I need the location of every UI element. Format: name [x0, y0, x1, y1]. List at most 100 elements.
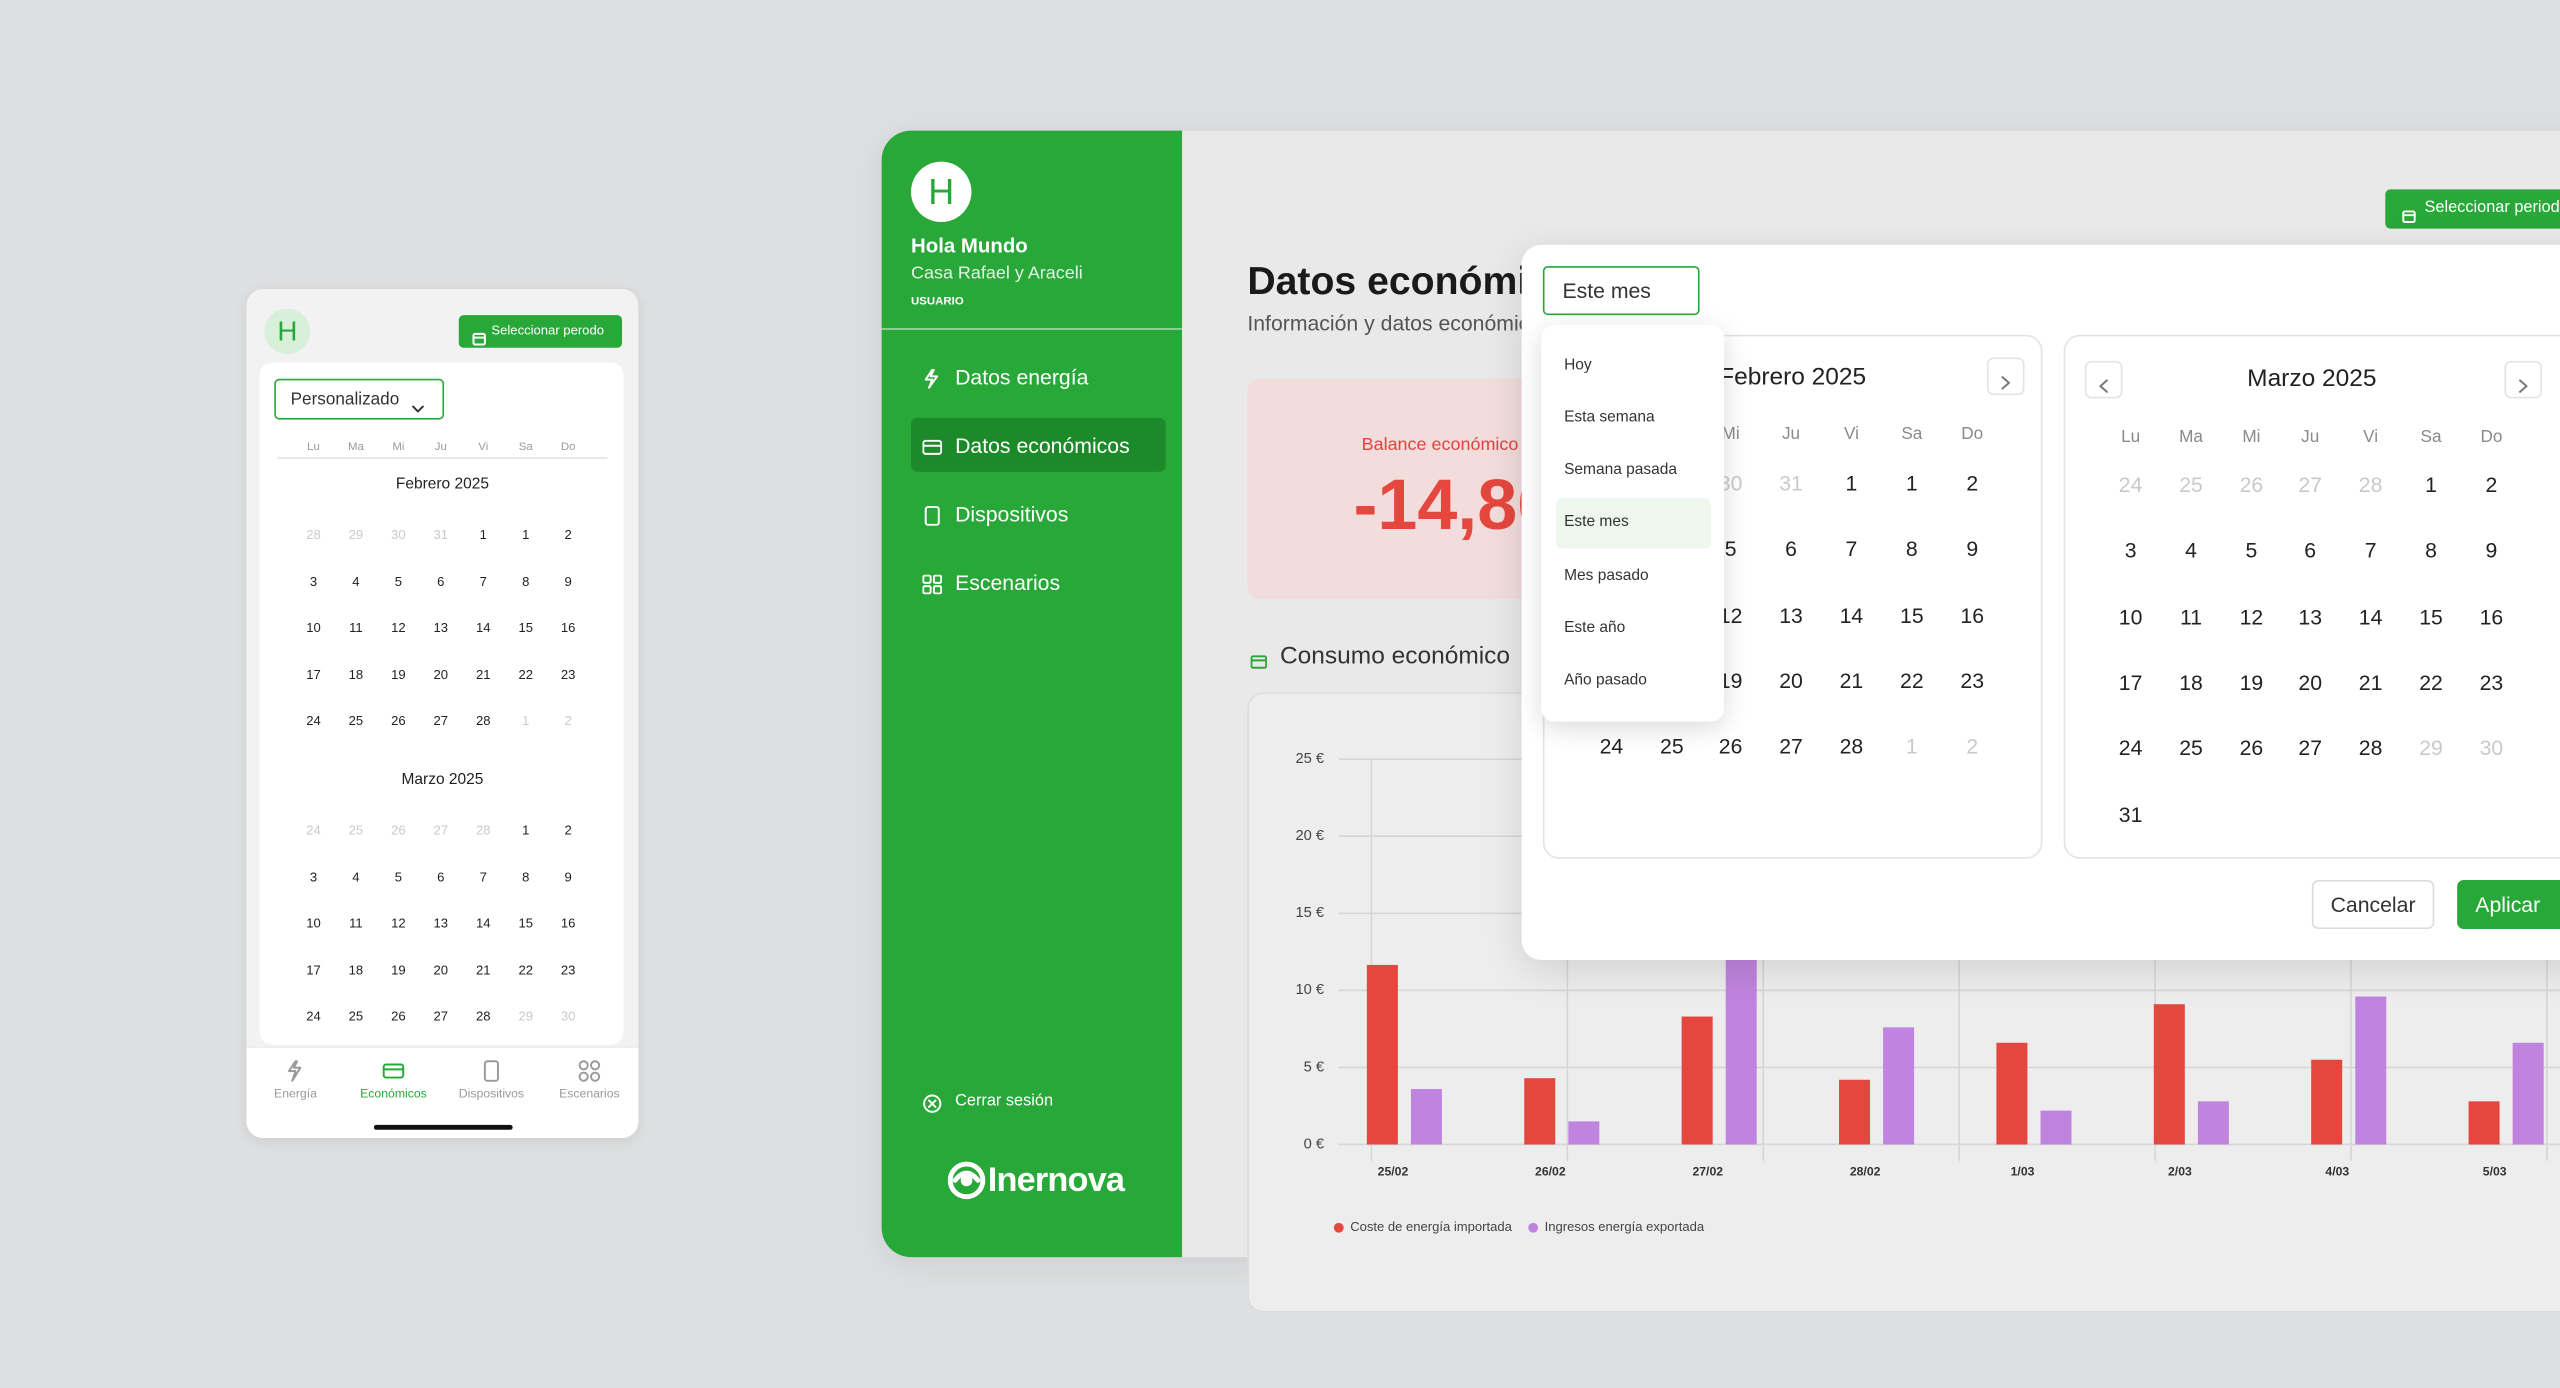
calendar-day[interactable]: 16 — [2479, 604, 2504, 629]
period-button[interactable] — [2385, 189, 2560, 229]
apply-button-label[interactable]: Aplicar — [2475, 892, 2541, 917]
calendar-day[interactable]: 27 — [433, 822, 449, 838]
calendar-day[interactable]: 29 — [348, 527, 364, 543]
calendar-day[interactable]: 26 — [391, 1009, 406, 1025]
calendar-day[interactable]: 1 — [522, 714, 530, 729]
calendar-day[interactable]: 31 — [1779, 471, 1803, 496]
range-option[interactable]: Este año — [1564, 619, 1626, 638]
mobile-nav-label[interactable]: Económicos — [360, 1086, 427, 1101]
calendar-day[interactable]: 12 — [2239, 604, 2264, 629]
calendar-day[interactable]: 26 — [2239, 472, 2264, 498]
calendar-day[interactable]: 12 — [391, 620, 406, 636]
month-nav-button[interactable] — [2504, 360, 2543, 399]
calendar-day[interactable]: 20 — [1779, 668, 1803, 693]
calendar-day[interactable]: 13 — [2298, 604, 2323, 629]
calendar-day[interactable]: 22 — [518, 667, 533, 683]
calendar-day[interactable]: 30 — [391, 527, 406, 543]
calendar-day[interactable]: 3 — [2124, 538, 2137, 563]
calendar-day[interactable]: 28 — [2358, 735, 2383, 761]
calendar-day[interactable]: 23 — [560, 667, 576, 683]
calendar-day[interactable]: 23 — [560, 962, 576, 978]
cancel-button-label[interactable]: Cancelar — [2330, 892, 2416, 917]
desktop-nav-label[interactable]: Dispositivos — [955, 502, 1069, 527]
calendar-day[interactable]: 13 — [1779, 602, 1803, 628]
calendar-day[interactable]: 25 — [2179, 735, 2203, 761]
calendar-day[interactable]: 27 — [433, 1009, 449, 1025]
calendar-day[interactable]: 7 — [479, 574, 487, 589]
calendar-day[interactable]: 22 — [518, 962, 533, 978]
calendar-day[interactable]: 22 — [2419, 670, 2443, 695]
cancel-button[interactable] — [2311, 879, 2435, 929]
calendar-day[interactable]: 8 — [1905, 536, 1918, 562]
calendar-day[interactable]: 11 — [349, 620, 363, 636]
calendar-day[interactable]: 28 — [1839, 734, 1864, 759]
calendar-day[interactable]: 4 — [2185, 538, 2197, 563]
calendar-day[interactable]: 20 — [433, 667, 449, 683]
range-option[interactable]: Año pasado — [1564, 671, 1647, 690]
mobile-period-button[interactable] — [458, 315, 623, 348]
apply-button[interactable] — [2457, 879, 2560, 929]
calendar-day[interactable]: 28 — [475, 822, 491, 838]
calendar-day[interactable]: 26 — [2239, 735, 2264, 761]
calendar-day[interactable]: 1 — [1905, 734, 1918, 759]
calendar-day[interactable]: 2 — [564, 527, 572, 543]
calendar-day[interactable]: 2 — [1966, 734, 1979, 759]
calendar-day[interactable]: 14 — [1839, 602, 1864, 628]
calendar-day[interactable]: 3 — [309, 574, 318, 589]
calendar-day[interactable]: 1 — [522, 822, 530, 838]
calendar-day[interactable]: 1 — [2425, 472, 2437, 498]
calendar-day[interactable]: 17 — [306, 667, 321, 683]
calendar-day[interactable]: 17 — [306, 962, 321, 978]
calendar-day[interactable]: 11 — [2179, 604, 2203, 629]
calendar-day[interactable]: 10 — [306, 916, 321, 931]
calendar-day[interactable]: 3 — [309, 869, 318, 885]
calendar-day[interactable]: 14 — [475, 620, 491, 636]
calendar-day[interactable]: 21 — [1839, 668, 1864, 693]
calendar-day[interactable]: 23 — [1960, 668, 1985, 693]
calendar-day[interactable]: 4 — [352, 574, 360, 589]
calendar-day[interactable]: 23 — [2479, 670, 2504, 695]
calendar-day[interactable]: 8 — [522, 574, 530, 589]
calendar-day[interactable]: 9 — [2485, 538, 2498, 563]
calendar-day[interactable]: 30 — [1718, 471, 1743, 496]
calendar-day[interactable]: 21 — [475, 962, 491, 978]
calendar-day[interactable]: 17 — [2118, 670, 2143, 695]
calendar-day[interactable]: 1 — [522, 527, 530, 543]
desktop-nav-label[interactable]: Datos energía — [955, 364, 1089, 390]
calendar-day[interactable]: 24 — [1599, 734, 1624, 759]
calendar-day[interactable]: 24 — [306, 822, 321, 838]
calendar-day[interactable]: 8 — [2425, 538, 2437, 563]
calendar-day[interactable]: 27 — [1779, 734, 1803, 759]
calendar-day[interactable]: 19 — [2239, 670, 2264, 695]
range-option[interactable]: Este mes — [1564, 513, 1629, 532]
calendar-day[interactable]: 12 — [1718, 602, 1743, 628]
calendar-day[interactable]: 9 — [1966, 536, 1979, 562]
calendar-day[interactable]: 28 — [475, 1009, 491, 1025]
calendar-day[interactable]: 28 — [475, 714, 491, 729]
calendar-day[interactable]: 20 — [2298, 670, 2323, 695]
calendar-day[interactable]: 24 — [306, 1009, 321, 1025]
range-option[interactable]: Hoy — [1564, 356, 1592, 375]
calendar-day[interactable]: 1 — [1845, 471, 1858, 496]
calendar-day[interactable]: 25 — [348, 714, 364, 729]
calendar-day[interactable]: 14 — [475, 916, 491, 931]
calendar-day[interactable]: 1 — [1905, 471, 1918, 496]
mobile-nav-label[interactable]: Energía — [274, 1086, 317, 1101]
calendar-day[interactable]: 5 — [2245, 538, 2258, 563]
calendar-day[interactable]: 6 — [2304, 538, 2317, 563]
calendar-day[interactable]: 26 — [391, 714, 406, 729]
calendar-day[interactable]: 7 — [2364, 538, 2377, 563]
calendar-day[interactable]: 19 — [391, 667, 406, 683]
calendar-day[interactable]: 6 — [437, 574, 445, 589]
calendar-day[interactable]: 1 — [479, 527, 487, 543]
calendar-day[interactable]: 29 — [518, 1009, 533, 1025]
calendar-day[interactable]: 30 — [2479, 735, 2504, 761]
calendar-day[interactable]: 2 — [2485, 472, 2498, 498]
calendar-day[interactable]: 27 — [433, 714, 449, 729]
calendar-day[interactable]: 27 — [2298, 472, 2323, 498]
calendar-day[interactable]: 29 — [2419, 735, 2443, 761]
calendar-day[interactable]: 25 — [348, 822, 364, 838]
calendar-day[interactable]: 4 — [352, 869, 360, 885]
calendar-day[interactable]: 21 — [2358, 670, 2383, 695]
calendar-day[interactable]: 15 — [518, 620, 533, 636]
